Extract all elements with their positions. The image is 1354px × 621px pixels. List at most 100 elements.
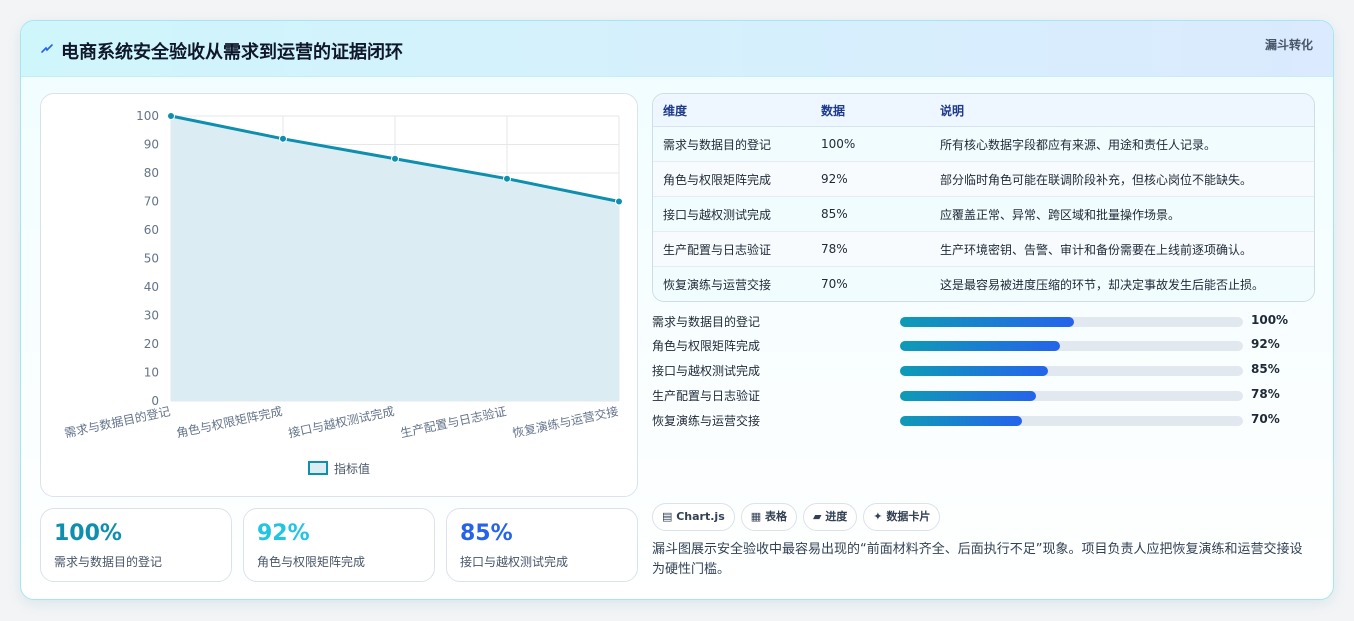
tag-chartjs[interactable]: ▤ Chart.js	[652, 503, 735, 531]
kpi-value: 92%	[257, 521, 310, 546]
progress-label: 需求与数据目的登记	[652, 315, 761, 329]
lightning-icon	[41, 44, 53, 53]
y-tick-label: 90	[144, 138, 159, 152]
kpi-value: 85%	[460, 521, 513, 546]
progress-track	[900, 341, 1243, 351]
report-card: 电商系统安全验收从需求到运营的证据闭环 漏斗转化 0 10 20 30 40 50 60 70…	[20, 20, 1334, 600]
x-tick-label: 接口与越权测试完成	[287, 403, 396, 440]
x-tick-label: 需求与数据目的登记	[63, 403, 172, 440]
y-tick-label: 0	[151, 394, 159, 408]
table-cell: 70%	[811, 266, 930, 301]
chart-type-badge: 漏斗转化	[1264, 38, 1313, 52]
y-tick-label: 100	[136, 109, 159, 123]
page-title: 电商系统安全验收从需求到运营的证据闭环	[61, 42, 403, 63]
line-chart: 0 10 20 30 40 50 60 70 80 90 100 需求与数据目的登记 角色与权限矩阵完成…	[63, 109, 623, 476]
table-cell: 接口与越权测试完成	[653, 196, 811, 232]
progress-fill	[900, 391, 1036, 401]
kpi-value: 100%	[54, 521, 122, 546]
y-tick-label: 10	[144, 366, 159, 380]
tag-progress[interactable]: ▰ 进度	[802, 503, 858, 531]
kpi-card: 92% 角色与权限矩阵完成	[243, 508, 435, 582]
progress-label: 恢复演练与运营交接	[652, 414, 761, 428]
tag-table[interactable]: ▦ 表格	[740, 503, 797, 531]
progress-track	[900, 317, 1243, 327]
data-point	[615, 197, 623, 206]
y-tick-label: 80	[144, 166, 159, 180]
y-tick-label: 20	[144, 337, 159, 351]
tag-data-card[interactable]: ✦ 数据卡片	[863, 503, 941, 531]
table-cell: 角色与权限矩阵完成	[653, 161, 811, 197]
table-cell: 所有核心数据字段都应有来源、用途和责任人记录。	[930, 126, 1314, 162]
kpi-card: 85% 接口与越权测试完成	[446, 508, 638, 582]
table-cell: 生产配置与日志验证	[653, 231, 811, 267]
x-tick-label: 角色与权限矩阵完成	[175, 403, 284, 440]
progress-track	[900, 391, 1243, 401]
progress-value: 70%	[1251, 412, 1280, 426]
y-tick-label: 60	[144, 223, 159, 237]
tag-label: 进度	[825, 510, 848, 523]
progress-row: 需求与数据目的登记 100%	[652, 313, 1312, 331]
x-tick-label: 生产配置与日志验证	[399, 403, 508, 440]
table-cell: 这是最容易被进度压缩的环节，却决定事故发生后能否止损。	[930, 266, 1314, 301]
series-area	[171, 116, 619, 401]
table-cell: 应覆盖正常、异常、跨区域和批量操作场景。	[930, 196, 1314, 232]
data-point	[167, 112, 175, 120]
legend-swatch	[308, 461, 328, 475]
progress-fill	[900, 416, 1022, 426]
table-row: 角色与权限矩阵完成 92% 部分临时角色可能在联调阶段补充，但核心岗位不能缺失。	[653, 161, 1314, 197]
tag-list: ▤ Chart.js ▦ 表格 ▰ 进度 ✦ 数据卡片	[652, 503, 946, 531]
data-table: 维度 数据 说明 需求与数据目的登记 100% 所有核心数据字段都应有来源、用途…	[653, 94, 1314, 301]
progress-value: 85%	[1251, 362, 1280, 376]
table-cell: 部分临时角色可能在联调阶段补充，但核心岗位不能缺失。	[930, 161, 1314, 197]
progress-label: 接口与越权测试完成	[652, 364, 761, 378]
table-row: 生产配置与日志验证 78% 生产环境密钥、告警、审计和备份需要在上线前逐项确认。	[653, 231, 1314, 267]
card-header: 电商系统安全验收从需求到运营的证据闭环 漏斗转化	[21, 21, 1333, 77]
table-cell: 78%	[811, 231, 930, 267]
progress-label: 生产配置与日志验证	[652, 389, 761, 403]
table-header-row: 维度 数据 说明	[653, 94, 1314, 127]
data-point	[503, 174, 511, 183]
kpi-label: 接口与越权测试完成	[460, 555, 569, 569]
table-cell: 恢复演练与运营交接	[653, 266, 811, 301]
kpi-label: 需求与数据目的登记	[54, 555, 163, 569]
table-header-cell: 说明	[930, 94, 1314, 127]
kpi-label: 角色与权限矩阵完成	[257, 555, 366, 569]
data-table-panel: 维度 数据 说明 需求与数据目的登记 100% 所有核心数据字段都应有来源、用途…	[652, 93, 1315, 302]
y-tick-label: 50	[144, 252, 159, 266]
table-cell: 100%	[811, 126, 930, 162]
tag-label: 数据卡片	[886, 510, 931, 523]
progress-row: 恢复演练与运营交接 70%	[652, 412, 1312, 430]
table-row: 需求与数据目的登记 100% 所有核心数据字段都应有来源、用途和责任人记录。	[653, 126, 1314, 162]
y-tick-label: 30	[144, 309, 159, 323]
progress-row: 接口与越权测试完成 85%	[652, 362, 1312, 380]
table-cell: 85%	[811, 196, 930, 232]
progress-track	[900, 416, 1243, 426]
progress-value: 78%	[1251, 387, 1280, 401]
y-tick-label: 70	[144, 195, 159, 209]
progress-row: 生产配置与日志验证 78%	[652, 387, 1312, 405]
tag-label: Chart.js	[676, 510, 725, 523]
chart-icon: ▤	[662, 510, 677, 523]
table-icon: ▦	[750, 510, 765, 523]
x-tick-label: 恢复演练与运营交接	[511, 403, 620, 440]
line-chart-panel: 0 10 20 30 40 50 60 70 80 90 100 需求与数据目的登记 角色与权限矩阵完成…	[40, 93, 638, 497]
data-point	[391, 154, 399, 163]
progress-track	[900, 366, 1243, 376]
progress-row: 角色与权限矩阵完成 92%	[652, 337, 1312, 355]
table-cell: 生产环境密钥、告警、审计和备份需要在上线前逐项确认。	[930, 231, 1314, 267]
progress-fill	[900, 317, 1074, 327]
progress-value: 100%	[1251, 313, 1289, 327]
progress-fill	[900, 341, 1060, 351]
y-tick-label: 40	[144, 280, 159, 294]
progress-label: 角色与权限矩阵完成	[652, 339, 761, 353]
progress-fill	[900, 366, 1048, 376]
progress-value: 92%	[1251, 337, 1280, 351]
kpi-card: 100% 需求与数据目的登记	[40, 508, 232, 582]
progress-icon: ▰	[812, 510, 826, 523]
tag-label: 表格	[764, 510, 787, 523]
table-row: 接口与越权测试完成 85% 应覆盖正常、异常、跨区域和批量操作场景。	[653, 196, 1314, 232]
table-cell: 需求与数据目的登记	[653, 126, 811, 162]
table-header-cell: 数据	[811, 94, 930, 127]
table-row: 恢复演练与运营交接 70% 这是最容易被进度压缩的环节，却决定事故发生后能否止损…	[653, 266, 1314, 301]
legend-label: 指标值	[334, 461, 370, 476]
